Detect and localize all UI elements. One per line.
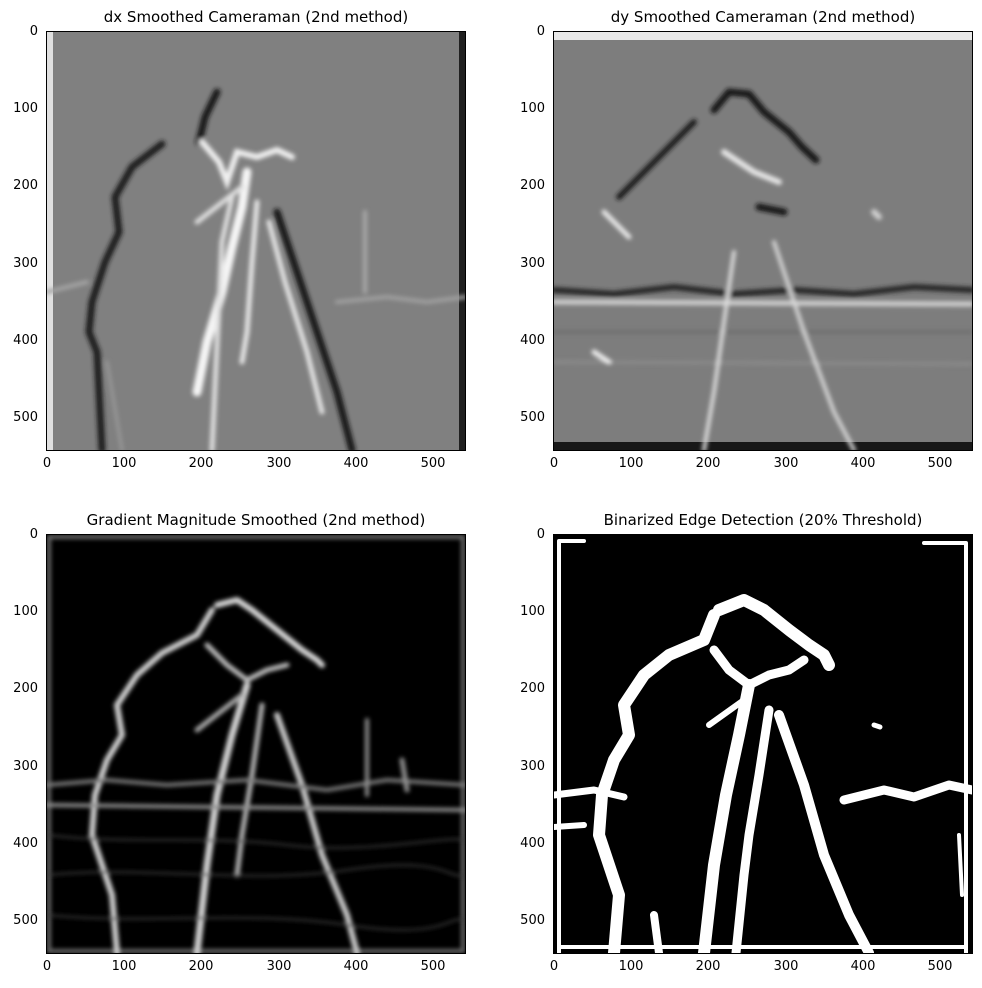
x-tick-label: 300	[266, 456, 292, 471]
x-tick-label: 500	[420, 456, 446, 471]
y-tick-label: 0	[29, 527, 38, 542]
y-tick-label: 500	[520, 913, 545, 928]
x-tick-label: 0	[549, 456, 559, 471]
image-binarized	[553, 534, 973, 954]
y-tick-label: 400	[13, 836, 38, 851]
dx-edges	[47, 32, 465, 450]
y-tick-label: 200	[13, 681, 38, 696]
y-tick-label: 400	[520, 836, 545, 851]
y-tick-label: 300	[13, 256, 38, 271]
y-tick-label: 300	[520, 256, 545, 271]
x-tick-label: 200	[695, 959, 721, 974]
x-tick-label: 0	[42, 456, 52, 471]
image-dx	[46, 31, 466, 451]
x-tick-label: 500	[927, 959, 953, 974]
panel-title-dx: dx Smoothed Cameraman (2nd method)	[103, 8, 409, 26]
x-tick-label: 400	[850, 959, 876, 974]
y-tick-label: 300	[520, 759, 545, 774]
panel-title-binarized: Binarized Edge Detection (20% Threshold)	[603, 511, 923, 529]
x-tick-label: 200	[188, 959, 214, 974]
x-tick-label: 300	[773, 959, 799, 974]
x-tick-label: 500	[927, 456, 953, 471]
y-tick-label: 100	[13, 101, 38, 116]
y-tick-label: 0	[536, 527, 545, 542]
x-tick-label: 200	[188, 456, 214, 471]
y-tick-label: 200	[13, 178, 38, 193]
x-tick-label: 200	[695, 456, 721, 471]
x-tick-label: 0	[549, 959, 559, 974]
image-dy	[553, 31, 973, 451]
gradient-edges	[47, 535, 465, 953]
binarized-edges	[554, 539, 972, 953]
x-tick-label: 300	[266, 959, 292, 974]
x-tick-label: 400	[343, 456, 369, 471]
y-tick-label: 300	[13, 759, 38, 774]
y-tick-label: 0	[536, 24, 545, 39]
x-tick-label: 400	[850, 456, 876, 471]
x-tick-label: 100	[618, 959, 644, 974]
y-tick-label: 100	[520, 604, 545, 619]
y-tick-label: 200	[520, 178, 545, 193]
panel-title-gradient: Gradient Magnitude Smoothed (2nd method)	[86, 511, 426, 529]
x-tick-label: 400	[343, 959, 369, 974]
panel-title-dy: dy Smoothed Cameraman (2nd method)	[610, 8, 916, 26]
y-tick-label: 500	[13, 913, 38, 928]
y-tick-label: 100	[520, 101, 545, 116]
y-tick-label: 500	[13, 410, 38, 425]
y-tick-label: 100	[13, 604, 38, 619]
y-tick-label: 200	[520, 681, 545, 696]
x-tick-label: 300	[773, 456, 799, 471]
x-tick-label: 100	[618, 456, 644, 471]
y-tick-label: 500	[520, 410, 545, 425]
y-tick-label: 400	[520, 333, 545, 348]
y-tick-label: 0	[29, 24, 38, 39]
x-tick-label: 0	[42, 959, 52, 974]
x-tick-label: 500	[420, 959, 446, 974]
dy-edges	[554, 32, 972, 450]
y-tick-label: 400	[13, 333, 38, 348]
x-tick-label: 100	[111, 456, 137, 471]
x-tick-label: 100	[111, 959, 137, 974]
image-gradient-magnitude	[46, 534, 466, 954]
